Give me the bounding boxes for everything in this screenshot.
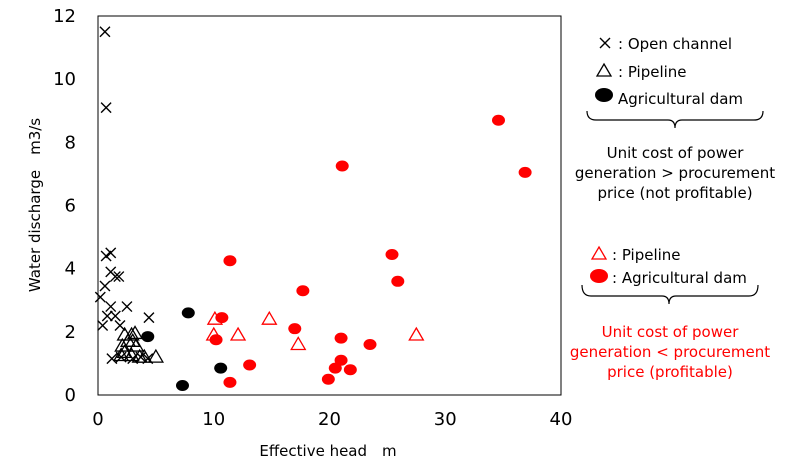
red-agricultural-dam-point: [288, 323, 302, 335]
legend-red-agricultural-dam-circle-icon: [590, 269, 608, 283]
black-open-channel-point: [99, 26, 111, 38]
black-open-channel-point: [97, 320, 109, 332]
legend-profitable: : Pipeline : Agricultural dam Unit cost …: [570, 245, 770, 381]
black-open-channel-point: [143, 312, 155, 324]
legend-red-circle-marker: [590, 269, 608, 283]
red-agricultural-dam-point: [518, 166, 532, 178]
red-agricultural-dam-point: [385, 248, 399, 260]
y-tick-label: 0: [65, 385, 76, 406]
black-pipeline-point: [123, 347, 140, 362]
red-agricultural-dam-point: [328, 362, 342, 374]
note-profitable-line-2: generation < procurement: [570, 343, 770, 361]
red-pipeline-point: [290, 336, 307, 351]
legend-pipeline-triangle-icon: [595, 62, 613, 77]
black-open-channel-point: [121, 301, 133, 313]
y-axis-ticks: 0 2 4 6 8 10 12: [53, 6, 76, 406]
red-agricultural-dam-point: [334, 354, 348, 366]
black-pipeline-point: [147, 348, 165, 363]
legend-agricultural-dam-circle-icon: [595, 88, 613, 102]
legend-agricultural-dam-label: Agricultural dam: [618, 90, 743, 108]
x-axis-ticks: 0 10 20 30 40: [92, 409, 572, 430]
red-agricultural-dam-point: [391, 275, 405, 287]
legend-red-triangle-marker: [590, 245, 608, 260]
brace-red: [581, 284, 759, 305]
legend-red-pipeline-label: : Pipeline: [612, 246, 681, 264]
data-points: [94, 26, 532, 392]
red-pipeline-point: [229, 326, 247, 341]
black-pipeline-point: [113, 347, 130, 362]
red-agricultural-dam-point: [363, 338, 377, 350]
black-open-channel-point: [94, 291, 106, 303]
black-open-channel-point: [114, 320, 126, 332]
y-tick-label: 12: [53, 6, 76, 27]
note-not-profitable-line-2: generation > procurement: [575, 164, 775, 182]
legend-red-agricultural-dam-label: : Agricultural dam: [612, 269, 747, 287]
legend-red-pipeline-triangle-icon: [590, 245, 608, 260]
red-agricultural-dam-point: [343, 364, 357, 376]
red-agricultural-dam-point: [335, 160, 349, 172]
black-agricultural-dam-point: [141, 331, 155, 343]
black-open-channel-point: [99, 280, 111, 292]
black-open-channel-point: [100, 250, 112, 262]
y-tick-label: 10: [53, 69, 76, 90]
legend-pipeline-label: : Pipeline: [618, 63, 687, 81]
x-tick-label: 10: [202, 409, 225, 430]
black-open-channel-point: [105, 301, 117, 313]
x-axis-title: Effective head m: [259, 442, 396, 460]
red-pipeline-point: [261, 310, 278, 325]
black-open-channel-point: [109, 271, 121, 283]
red-agricultural-dam-point: [215, 312, 229, 324]
y-tick-label: 6: [65, 196, 76, 217]
black-open-channel-point: [100, 102, 112, 114]
legend-x-marker: [599, 37, 611, 49]
red-agricultural-dam-point: [223, 376, 237, 388]
black-open-channel-point: [101, 310, 113, 322]
legend-open-channel-x-icon: [599, 37, 611, 49]
black-agricultural-dam-point: [181, 307, 195, 319]
red-agricultural-dam-point: [209, 334, 223, 346]
x-tick-label: 40: [550, 409, 573, 430]
note-profitable-line-3: price (profitable): [607, 363, 733, 381]
red-agricultural-dam-point: [321, 373, 335, 385]
black-pipeline-point: [136, 348, 153, 363]
y-tick-label: 2: [65, 322, 76, 343]
legend-circle-marker: [595, 88, 613, 102]
note-not-profitable-line-3: price (not profitable): [597, 184, 752, 202]
red-agricultural-dam-point: [223, 255, 237, 267]
red-pipeline-point: [408, 326, 425, 341]
legend-open-channel-label: : Open channel: [618, 35, 732, 53]
black-agricultural-dam-point: [175, 380, 189, 392]
x-tick-label: 0: [92, 409, 103, 430]
red-agricultural-dam-point: [491, 114, 505, 126]
red-agricultural-dam-point: [296, 285, 310, 297]
black-open-channel-point: [109, 310, 121, 322]
note-profitable-line-1: Unit cost of power: [602, 323, 740, 341]
legend-triangle-marker: [595, 62, 613, 77]
black-agricultural-dam-point: [214, 362, 228, 374]
red-agricultural-dam-point: [334, 332, 348, 344]
y-tick-label: 8: [65, 132, 76, 153]
legend-not-profitable: : Open channel : Pipeline Agricultural d…: [575, 35, 775, 202]
red-agricultural-dam-point: [243, 359, 257, 371]
x-tick-label: 20: [318, 409, 341, 430]
black-open-channel-point: [113, 271, 125, 283]
plot-area-frame: [97, 15, 562, 396]
black-open-channel-point: [106, 353, 118, 365]
y-tick-label: 4: [65, 259, 76, 280]
y-axis-title: Water discharge m3/s: [26, 118, 44, 292]
black-pipeline-point: [128, 337, 145, 352]
black-pipeline-point: [116, 344, 133, 359]
note-not-profitable-line-1: Unit cost of power: [607, 144, 745, 162]
x-tick-label: 30: [434, 409, 457, 430]
brace-black: [586, 110, 764, 129]
black-open-channel-point: [105, 247, 117, 259]
